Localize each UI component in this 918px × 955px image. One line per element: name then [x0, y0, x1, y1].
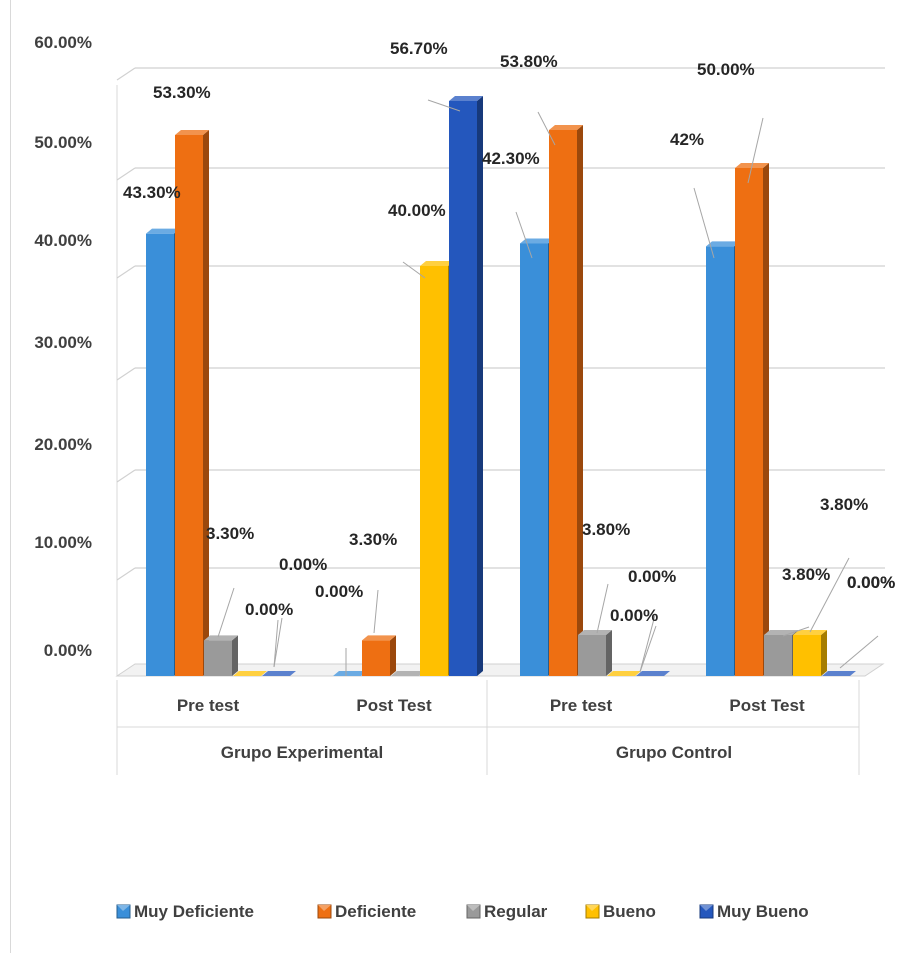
data-label: 3.30%	[349, 530, 397, 549]
bar	[333, 671, 367, 676]
x-category-label: Post Test	[729, 696, 805, 715]
bar	[822, 671, 856, 676]
bar	[262, 671, 296, 676]
leader-line	[537, 111, 556, 146]
leader-line	[747, 117, 764, 184]
bar	[420, 261, 454, 676]
leader-line	[639, 625, 657, 673]
leader-line	[402, 261, 426, 279]
data-label: 3.30%	[206, 524, 254, 543]
bar	[793, 629, 827, 676]
data-label: 53.80%	[500, 52, 558, 71]
legend-swatch-highlight	[117, 905, 130, 911]
data-label: 0.00%	[847, 573, 895, 592]
data-label: 3.80%	[782, 565, 830, 584]
y-tick-label: 20.00%	[34, 435, 92, 454]
legend-label: Regular	[484, 902, 548, 921]
x-group-label: Grupo Experimental	[221, 743, 383, 762]
bar	[549, 125, 583, 676]
bar	[520, 238, 554, 676]
y-tick-label: 10.00%	[34, 533, 92, 552]
leader-line	[427, 99, 461, 112]
data-label: 53.30%	[153, 83, 211, 102]
data-label: 0.00%	[628, 567, 676, 586]
bar	[362, 635, 396, 676]
legend-label: Bueno	[603, 902, 656, 921]
gridline-depth	[116, 265, 136, 279]
leader-line	[596, 583, 609, 634]
x-category-label: Pre test	[550, 696, 613, 715]
legend-swatch-highlight	[318, 905, 331, 911]
leader-line	[782, 626, 810, 637]
leader-line	[639, 614, 656, 673]
bar	[764, 629, 798, 676]
bar	[735, 163, 769, 676]
legend-label: Muy Deficiente	[134, 902, 254, 921]
legend-swatch-highlight	[467, 905, 480, 911]
bar	[146, 228, 180, 676]
leader-line	[273, 619, 279, 668]
legend-label: Muy Bueno	[717, 902, 809, 921]
y-tick-label: 50.00%	[34, 133, 92, 152]
data-label: 0.00%	[279, 555, 327, 574]
leader-line	[809, 557, 850, 633]
data-label: 3.80%	[582, 520, 630, 539]
data-label: 42.30%	[482, 149, 540, 168]
data-label: 3.80%	[820, 495, 868, 514]
data-label: 56.70%	[390, 39, 448, 58]
bar	[607, 671, 641, 676]
data-label: 0.00%	[847, 573, 895, 592]
x-group-label: Grupo Control	[616, 743, 732, 762]
y-tick-label: 60.00%	[34, 33, 92, 52]
bar	[636, 671, 670, 676]
data-label: 40.00%	[388, 201, 446, 220]
leader-line	[373, 589, 379, 634]
leader-line	[693, 187, 715, 259]
gridline-depth	[116, 469, 136, 483]
leader-line	[839, 635, 879, 669]
x-category-label: Pre test	[177, 696, 240, 715]
data-label: 50.00%	[697, 60, 755, 79]
x-category-label: Post Test	[356, 696, 432, 715]
data-label: 0.00%	[245, 600, 293, 619]
gridline-depth	[116, 167, 136, 181]
chart-frame	[10, 0, 917, 953]
data-label: 43.30%	[123, 183, 181, 202]
y-tick-label: 40.00%	[34, 231, 92, 250]
legend-swatch-highlight	[586, 905, 599, 911]
data-label: 42%	[670, 130, 704, 149]
bar	[204, 635, 238, 676]
bar	[175, 130, 209, 676]
bar	[449, 96, 483, 676]
gridline-depth	[116, 367, 136, 381]
bar	[578, 629, 612, 676]
gridline-depth	[116, 67, 136, 81]
leader-line	[273, 617, 283, 668]
gridline-depth	[116, 567, 136, 581]
data-label: 0.00%	[610, 606, 658, 625]
legend-swatch-highlight	[700, 905, 713, 911]
data-label: 0.00%	[315, 582, 363, 601]
legend-label: Deficiente	[335, 902, 416, 921]
leader-line	[217, 587, 235, 638]
y-tick-label: 30.00%	[34, 333, 92, 352]
bar	[391, 671, 425, 676]
leader-line	[515, 211, 533, 259]
bar	[706, 241, 740, 676]
y-tick-label: 0.00%	[44, 641, 92, 660]
bar	[233, 671, 267, 676]
